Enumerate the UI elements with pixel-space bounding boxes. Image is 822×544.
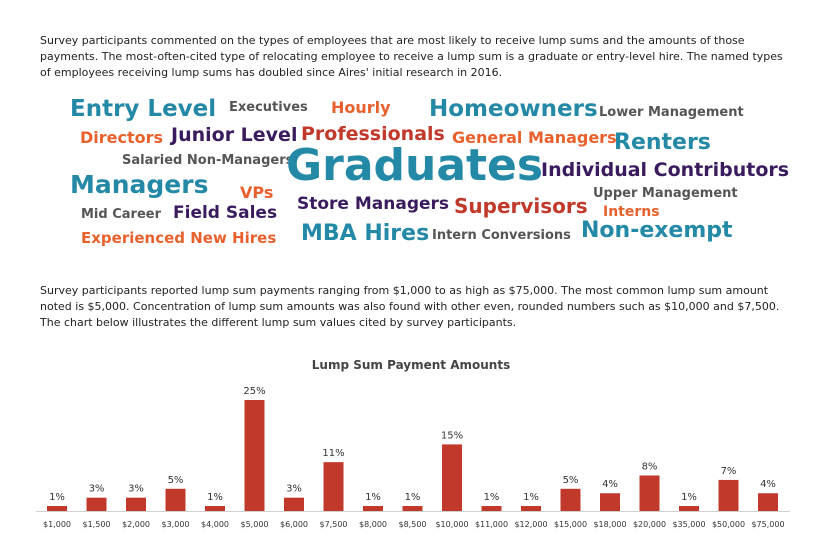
bar xyxy=(205,506,225,511)
word-cloud-term: Individual Contributors xyxy=(541,159,790,181)
data-label: 1% xyxy=(405,492,421,503)
data-label: 11% xyxy=(322,448,344,459)
x-tick-label: $15,000 xyxy=(554,520,587,529)
word-cloud-term: Renters xyxy=(614,130,711,155)
word-cloud-term: Supervisors xyxy=(454,194,588,218)
data-label: 25% xyxy=(243,386,265,397)
intro-paragraph: Survey participants commented on the typ… xyxy=(40,34,783,79)
data-label: 1% xyxy=(681,492,697,503)
word-cloud-term: Experienced New Hires xyxy=(81,229,277,247)
x-tick-label: $4,000 xyxy=(201,520,229,529)
word-cloud-term: MBA Hires xyxy=(301,221,430,246)
word-cloud-term: Professionals xyxy=(301,123,445,145)
word-cloud-term: Entry Level xyxy=(70,96,217,122)
word-cloud-term: Junior Level xyxy=(171,124,298,146)
bar xyxy=(442,444,462,511)
chart-title: Lump Sum Payment Amounts xyxy=(311,358,511,372)
bar xyxy=(600,493,620,511)
word-cloud-term: Managers xyxy=(70,170,209,199)
x-tick-label: $10,000 xyxy=(435,520,468,529)
data-label: 3% xyxy=(89,484,105,495)
word-cloud-term: Upper Management xyxy=(593,186,738,201)
word-cloud-term: Non-exempt xyxy=(581,218,733,243)
bar xyxy=(560,488,581,511)
word-cloud-term: General Managers xyxy=(452,128,617,147)
x-tick-label: $35,000 xyxy=(672,520,705,529)
data-label: 1% xyxy=(49,492,65,503)
bar xyxy=(47,506,67,511)
word-cloud-term: Executives xyxy=(229,100,308,115)
bar xyxy=(758,493,778,511)
word-cloud-term: Graduates xyxy=(286,140,544,191)
bar xyxy=(244,400,265,511)
x-tick-label: $11,000 xyxy=(475,520,508,529)
data-label: 3% xyxy=(128,484,144,495)
bar xyxy=(639,475,660,511)
data-label: 1% xyxy=(207,492,223,503)
x-tick-label: $1,000 xyxy=(43,520,71,529)
data-label: 4% xyxy=(760,479,776,490)
x-tick-label: $12,000 xyxy=(514,520,547,529)
x-tick-label: $3,000 xyxy=(162,520,190,529)
word-cloud-term: Field Sales xyxy=(173,203,278,223)
word-cloud-term: Lower Management xyxy=(599,105,744,120)
word-cloud-term: Interns xyxy=(603,204,660,220)
bar xyxy=(521,506,541,511)
data-label: 8% xyxy=(642,461,658,472)
bar xyxy=(323,462,344,511)
bar xyxy=(481,506,502,511)
x-tick-label: $5,000 xyxy=(241,520,269,529)
bar xyxy=(126,497,146,511)
word-cloud-term: Hourly xyxy=(331,98,391,117)
lump-sum-paragraph: Survey participants reported lump sum pa… xyxy=(40,284,780,329)
bar xyxy=(363,506,383,511)
x-tick-label: $50,000 xyxy=(712,520,745,529)
bar xyxy=(402,506,423,511)
bar xyxy=(718,479,739,511)
data-label: 7% xyxy=(721,466,737,477)
bar xyxy=(86,497,107,511)
data-label: 3% xyxy=(286,484,302,495)
x-tick-label: $18,000 xyxy=(593,520,626,529)
x-tick-label: $8,500 xyxy=(399,520,427,529)
data-label: 1% xyxy=(484,492,500,503)
x-tick-label: $2,000 xyxy=(122,520,150,529)
x-tick-label: $75,000 xyxy=(751,520,784,529)
bar xyxy=(679,506,699,511)
x-tick-label: $6,000 xyxy=(280,520,308,529)
data-label: 5% xyxy=(563,475,579,486)
x-tick-label: $7,500 xyxy=(320,520,348,529)
bar xyxy=(284,497,304,511)
data-label: 4% xyxy=(602,479,618,490)
word-cloud-term: Store Managers xyxy=(297,194,450,214)
word-cloud-term: Directors xyxy=(80,128,164,147)
x-tick-label: $1,500 xyxy=(83,520,111,529)
data-label: 15% xyxy=(441,430,463,441)
word-cloud-term: VPs xyxy=(240,183,274,202)
data-label: 1% xyxy=(523,492,539,503)
word-cloud-term: Salaried Non-Managers xyxy=(122,153,294,168)
x-tick-label: $20,000 xyxy=(633,520,666,529)
word-cloud-term: Mid Career xyxy=(81,207,161,222)
data-label: 5% xyxy=(168,475,184,486)
data-label: 1% xyxy=(365,492,381,503)
word-cloud-term: Intern Conversions xyxy=(432,228,571,243)
word-cloud-term: Homeowners xyxy=(429,96,598,122)
bar xyxy=(165,488,186,511)
x-tick-label: $8,000 xyxy=(359,520,387,529)
